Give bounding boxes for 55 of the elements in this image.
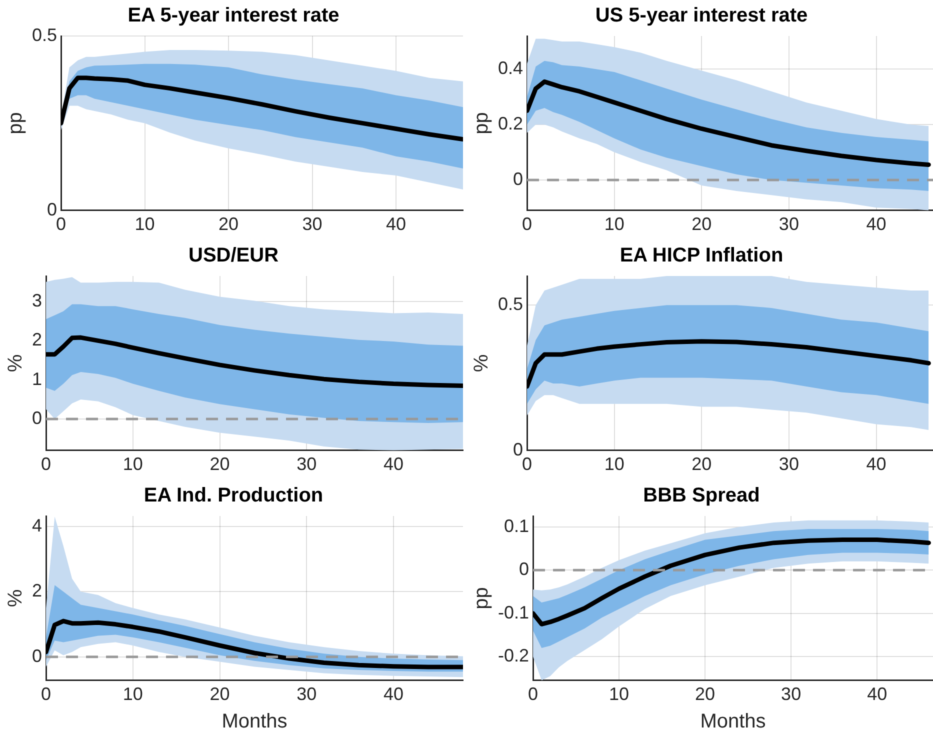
y-tick-label: 0 bbox=[32, 408, 42, 428]
x-tick-label: 30 bbox=[778, 454, 799, 474]
y-tick-label: 0.1 bbox=[504, 516, 530, 536]
chart-title: BBB Spread bbox=[643, 484, 760, 507]
y-tick-label: 1 bbox=[32, 368, 42, 389]
y-tick-label: 0.5 bbox=[498, 294, 524, 314]
x-tick-label: 20 bbox=[210, 454, 230, 474]
y-tick-label: -0.2 bbox=[498, 646, 530, 666]
y-axis-title: % bbox=[470, 354, 493, 372]
y-tick-label: -0.1 bbox=[498, 602, 530, 622]
x-tick-label: 30 bbox=[302, 214, 322, 234]
chart-title: EA 5-year interest rate bbox=[128, 4, 340, 27]
x-tick-label: 40 bbox=[383, 454, 404, 474]
x-tick-label: 20 bbox=[695, 684, 716, 704]
y-tick-label: 2 bbox=[32, 330, 42, 350]
chart-title: EA HICP Inflation bbox=[620, 244, 784, 267]
x-tick-label: 10 bbox=[609, 684, 630, 704]
x-axis-title: Months bbox=[222, 710, 288, 733]
y-tick-label: 3 bbox=[32, 290, 42, 310]
x-tick-label: 40 bbox=[386, 214, 406, 234]
y-axis-title: % bbox=[4, 354, 27, 372]
y-tick-label: 0 bbox=[32, 646, 42, 666]
x-tick-label: 40 bbox=[867, 684, 888, 704]
x-tick-label: 20 bbox=[218, 214, 239, 234]
x-tick-label: 20 bbox=[692, 454, 712, 474]
y-axis-title: pp bbox=[470, 587, 493, 610]
x-tick-label: 30 bbox=[296, 454, 317, 474]
y-tick-label: 0.2 bbox=[498, 114, 524, 134]
y-tick-label: 0 bbox=[513, 439, 524, 460]
x-tick-label: 40 bbox=[866, 214, 886, 234]
y-axis-title: pp bbox=[470, 112, 493, 134]
x-tick-label: 10 bbox=[604, 214, 624, 234]
x-tick-label: 10 bbox=[134, 214, 155, 234]
y-tick-label: 4 bbox=[32, 515, 42, 536]
x-tick-label: 40 bbox=[383, 684, 404, 704]
chart-title: EA Ind. Production bbox=[144, 484, 324, 507]
x-tick-label: 30 bbox=[296, 684, 317, 704]
y-tick-label: 0 bbox=[513, 168, 524, 189]
chart-title: US 5-year interest rate bbox=[595, 4, 808, 27]
x-tick-label: 10 bbox=[122, 454, 143, 474]
y-tick-label: 0.4 bbox=[498, 58, 524, 78]
x-tick-label: 10 bbox=[122, 684, 143, 704]
y-axis-title: % bbox=[4, 589, 27, 608]
x-tick-label: 30 bbox=[781, 684, 802, 704]
y-tick-label: 2 bbox=[32, 580, 42, 601]
y-tick-label: 0.5 bbox=[32, 24, 58, 45]
y-tick-label: 0 bbox=[519, 559, 530, 580]
x-axis-title: Months bbox=[700, 710, 766, 733]
x-tick-label: 10 bbox=[604, 454, 624, 474]
x-tick-label: 30 bbox=[778, 214, 799, 234]
y-axis-title: pp bbox=[4, 112, 27, 134]
x-tick-label: 20 bbox=[210, 684, 230, 704]
x-tick-label: 40 bbox=[866, 454, 886, 474]
chart-title: USD/EUR bbox=[188, 244, 280, 267]
x-tick-label: 20 bbox=[692, 214, 712, 234]
